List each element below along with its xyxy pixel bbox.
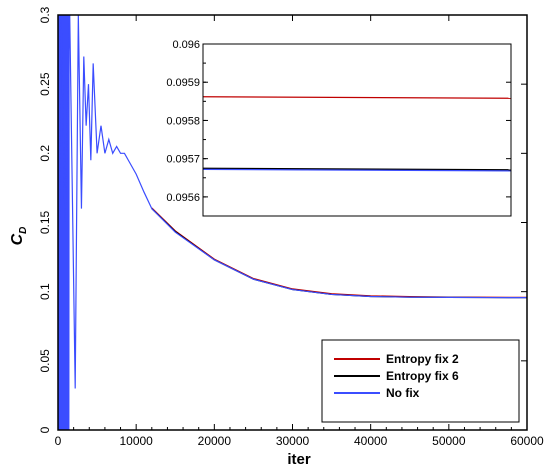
- y-tick-label: 0.05: [38, 349, 52, 373]
- y-axis-title-sub: D: [18, 227, 29, 234]
- inset-y-tick-label: 0.0957: [166, 154, 200, 166]
- x-tick-label: 50000: [432, 434, 466, 448]
- y-axis-title: CD: [9, 227, 29, 246]
- inset-y-tick-label: 0.0958: [166, 115, 200, 127]
- series-line: [151, 207, 527, 298]
- x-tick-label: 30000: [276, 434, 310, 448]
- y-axis-title-main: C: [9, 233, 26, 245]
- inset-y-tick-label: 0.0959: [166, 77, 200, 89]
- y-tick-label: 0.3: [38, 6, 52, 23]
- legend-label: Entropy fix 6: [386, 369, 459, 383]
- x-tick-label: 40000: [354, 434, 388, 448]
- inset-frame: [202, 43, 512, 217]
- no-fix-oscillation: [58, 15, 70, 430]
- inset-series-line: [203, 96, 511, 99]
- main-series-group: [58, 15, 527, 430]
- y-tick-label: 0.15: [38, 210, 52, 234]
- inset-series-line: [203, 168, 511, 172]
- main-plot: 0 10000 20000 30000 40000 50000 60000 0 0.05 0.1 0…: [38, 6, 544, 448]
- x-axis-title: iter: [287, 451, 311, 467]
- legend: Entropy fix 2 Entropy fix 6 No fix: [321, 339, 520, 423]
- svg-text:CD: CD: [9, 227, 29, 246]
- inset-series-group: [203, 96, 511, 172]
- main-frame: [57, 14, 528, 431]
- inset-series-line: [203, 167, 511, 172]
- series-line: [58, 15, 527, 389]
- legend-label: Entropy fix 2: [386, 352, 459, 366]
- x-tick-label: 60000: [510, 434, 544, 448]
- y-tick-label: 0.1: [38, 283, 52, 300]
- inset-plot: 0.0956 0.0957 0.0958 0.0959 0.096: [166, 39, 512, 217]
- series-line: [151, 208, 527, 299]
- y-tick-label: 0.25: [38, 72, 52, 96]
- x-tick-label: 20000: [198, 434, 232, 448]
- y-tick-label: 0.2: [38, 145, 52, 162]
- x-tick-label: 0: [55, 434, 62, 448]
- inset-background: [203, 44, 511, 216]
- inset-y-tick-label: 0.0956: [166, 192, 200, 204]
- y-tick-label: 0: [38, 426, 52, 433]
- x-tick-label: 10000: [119, 434, 153, 448]
- legend-label: No fix: [386, 386, 420, 400]
- legend-box: [321, 339, 520, 423]
- inset-y-tick-label: 0.096: [172, 39, 200, 51]
